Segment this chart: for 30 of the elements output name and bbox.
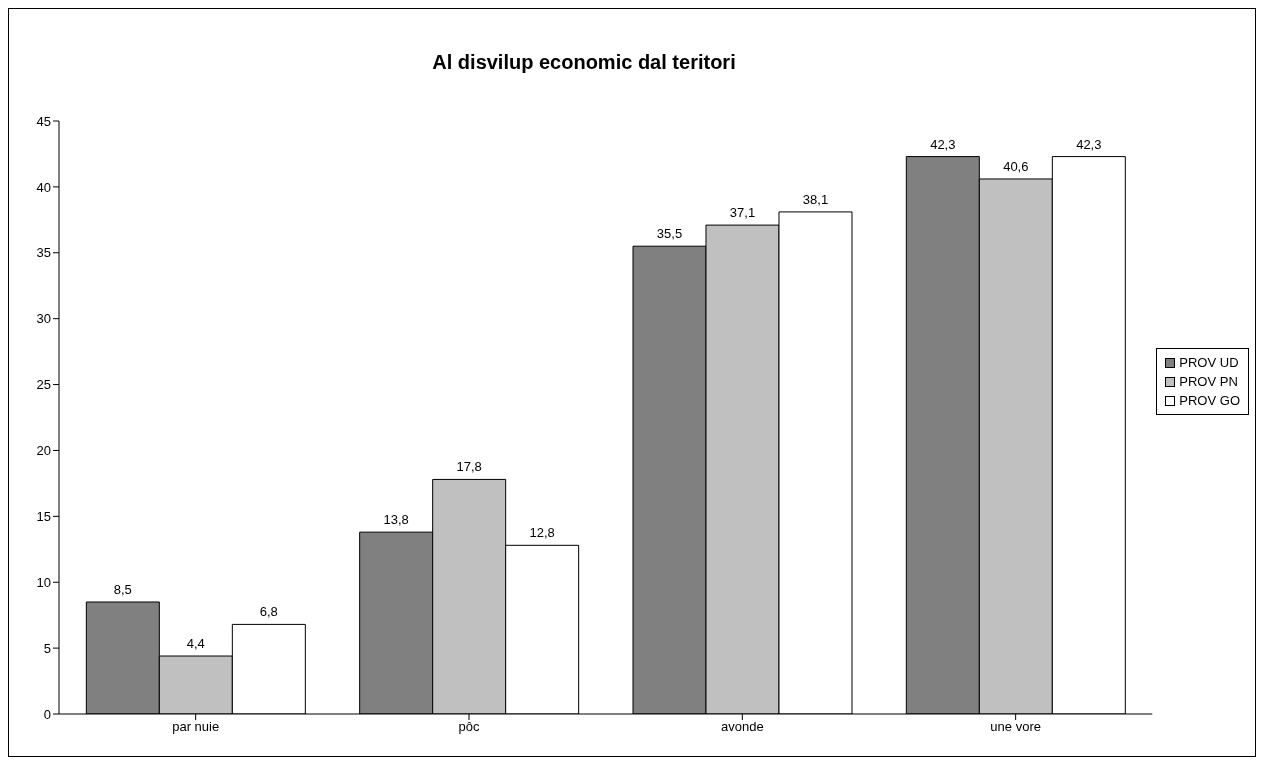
y-tick-label: 35 (36, 245, 51, 261)
y-tick-label: 0 (43, 706, 51, 722)
x-tick-label: par nuie (172, 719, 220, 735)
data-label: 17,8 (456, 459, 482, 475)
data-label: 40,6 (1003, 158, 1029, 174)
y-tick-label: 30 (36, 311, 51, 327)
data-label: 12,8 (529, 525, 555, 541)
legend-label: PROV GO (1179, 392, 1240, 410)
x-tick-label: avonde (720, 719, 764, 735)
data-label: 42,3 (1076, 136, 1102, 152)
data-label: 13,8 (383, 512, 409, 528)
legend-label: PROV UD (1179, 354, 1239, 372)
data-label: 37,1 (729, 205, 756, 221)
data-label: 8,5 (113, 581, 132, 597)
data-label: 38,1 (802, 191, 829, 207)
y-tick-label: 25 (36, 377, 51, 393)
data-label: 42,3 (930, 136, 956, 152)
y-tick-label: 15 (36, 508, 51, 524)
legend-label: PROV PN (1179, 373, 1238, 391)
data-label: 4,4 (186, 636, 205, 652)
x-tick-label: une vore (990, 719, 1041, 735)
y-tick-label: 40 (36, 179, 51, 195)
x-tick-label: pôc (458, 719, 480, 735)
data-label: 35,5 (656, 226, 683, 242)
data-label: 6,8 (259, 604, 278, 620)
y-tick-label: 45 (36, 113, 51, 129)
chart-title: Al disvilup economic dal teritori (431, 51, 737, 74)
y-tick-label: 20 (36, 443, 51, 459)
y-tick-label: 10 (36, 574, 51, 590)
y-tick-label: 5 (43, 640, 51, 656)
